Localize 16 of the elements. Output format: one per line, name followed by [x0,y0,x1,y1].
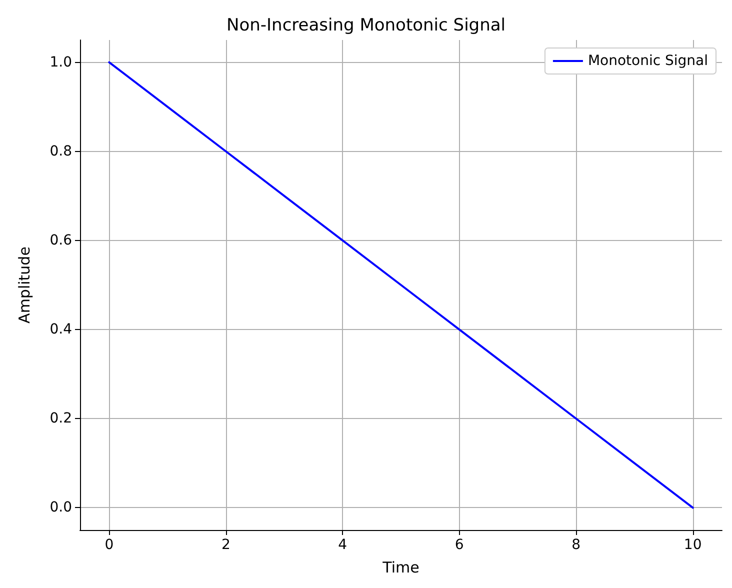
x-tick-label: 2 [221,537,230,553]
x-tick-label: 4 [338,537,348,553]
y-tick-label: 0.0 [50,500,72,516]
y-tick-label: 0.6 [50,232,72,248]
y-tick-label: 1.0 [50,54,72,70]
y-axis-title: Amplitude [16,246,34,324]
x-tick-label: 0 [104,537,114,553]
y-tick-label: 0.2 [50,410,72,427]
chart-title: Non-Increasing Monotonic Signal [226,16,506,36]
x-tick-label: 8 [572,537,581,553]
x-tick-label: 6 [454,537,464,553]
legend-label: Monotonic Signal [588,53,708,69]
y-tick-label: 0.8 [50,143,72,160]
x-axis-title: Time [382,558,420,576]
y-tick-label: 0.4 [50,322,72,338]
x-tick-label: 10 [684,537,702,553]
